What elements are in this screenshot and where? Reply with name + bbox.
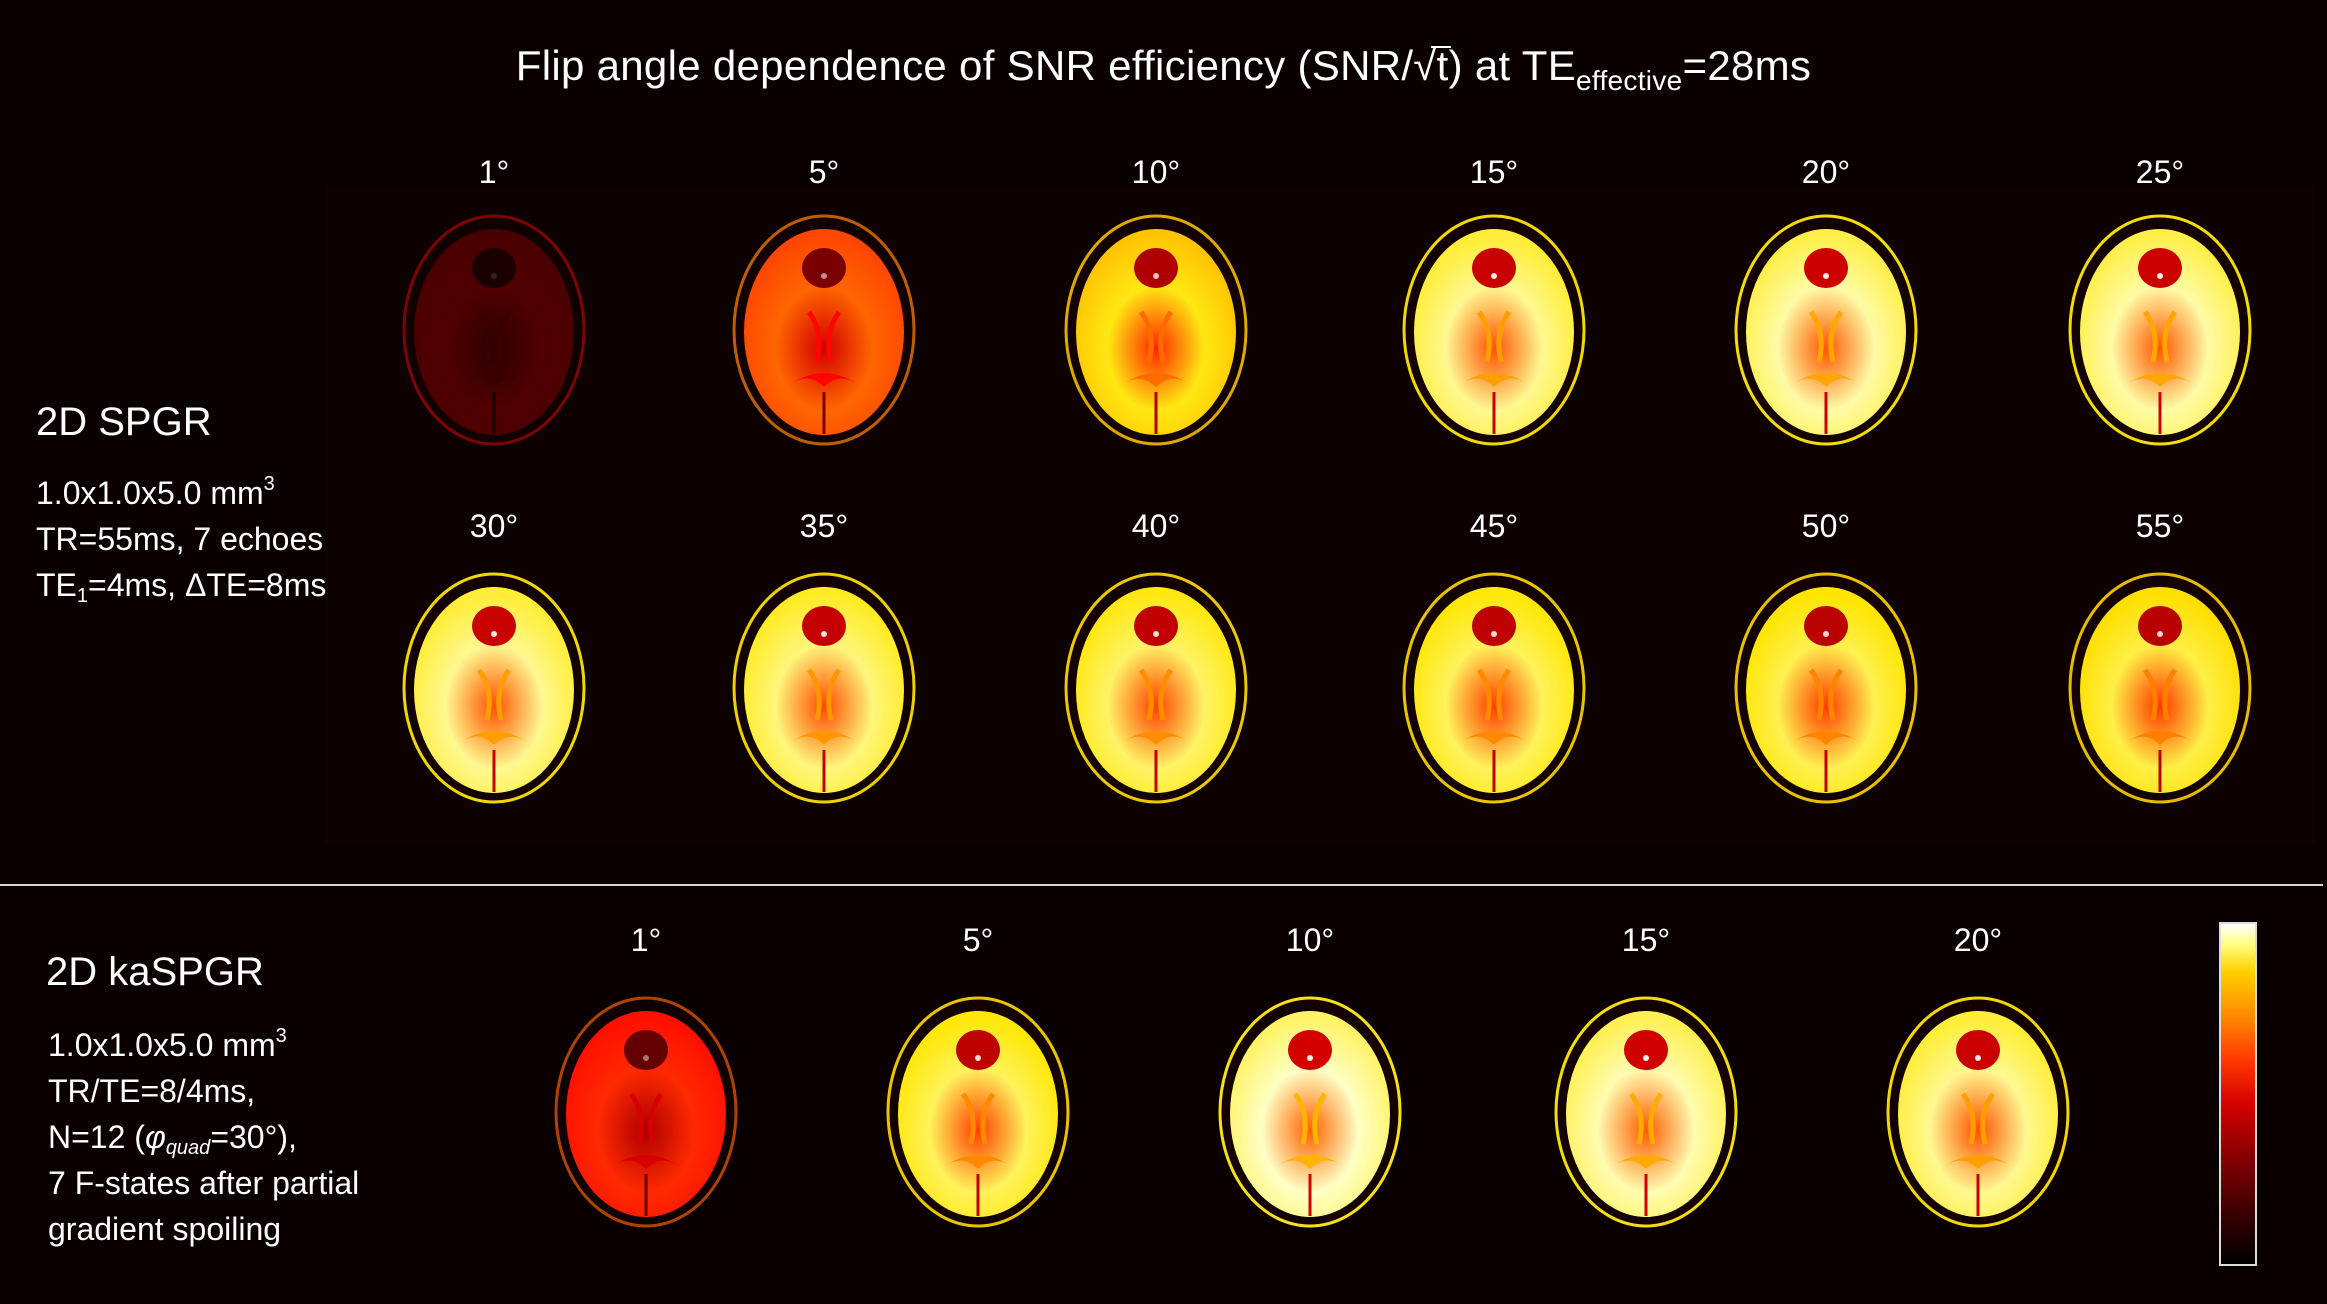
spgr-te-suffix: =4ms, ΔTE=8ms xyxy=(88,567,327,603)
kaspgr-brain-image xyxy=(1215,994,1405,1230)
kaspgr-voxel: 1.0x1.0x5.0 mm3 xyxy=(48,1022,359,1068)
spgr-tr: TR=55ms, 7 echoes xyxy=(36,521,324,557)
spgr-brain-image xyxy=(1399,570,1589,806)
title-text-prefix: Flip angle dependence of SNR efficiency … xyxy=(515,42,1414,89)
figure-title: Flip angle dependence of SNR efficiency … xyxy=(0,42,2327,97)
kaspgr-flip-angle-label: 15° xyxy=(1621,922,1671,958)
spgr-brain-image xyxy=(729,570,919,806)
spgr-flip-angle-label: 15° xyxy=(1469,154,1519,190)
kaspgr-spoiling: gradient spoiling xyxy=(48,1211,282,1247)
kaspgr-brain-image xyxy=(551,994,741,1230)
spgr-te-sub: 1 xyxy=(76,585,89,607)
spgr-te-prefix: TE xyxy=(36,567,77,603)
kaspgr-n-prefix: N=12 ( xyxy=(48,1119,145,1155)
spgr-voxel-text: 1.0x1.0x5.0 mm xyxy=(36,475,264,511)
sqrt-symbol: √ t xyxy=(1413,42,1451,90)
spgr-brain-image xyxy=(1061,570,1251,806)
spgr-flip-angle-label: 50° xyxy=(1801,508,1851,544)
kaspgr-voxel-sup: 3 xyxy=(275,1025,287,1047)
kaspgr-n: N=12 (φquad=30°), xyxy=(48,1114,359,1160)
title-text-suffix: =28ms xyxy=(1682,42,1812,89)
kaspgr-brain-image xyxy=(883,994,1073,1230)
spgr-flip-angle-label: 55° xyxy=(2135,508,2185,544)
kaspgr-n-suffix: =30°), xyxy=(210,1119,297,1155)
spgr-brain-image xyxy=(2065,570,2255,806)
sqrt-argument: t xyxy=(1436,42,1449,89)
spgr-flip-angle-label: 5° xyxy=(808,154,840,190)
spgr-brain-image xyxy=(1731,212,1921,448)
kaspgr-flip-angle-label: 20° xyxy=(1953,922,2003,958)
spgr-brain-image xyxy=(2065,212,2255,448)
spgr-flip-angle-label: 35° xyxy=(799,508,849,544)
kaspgr-voxel-text: 1.0x1.0x5.0 mm xyxy=(48,1027,276,1063)
spgr-brain-image xyxy=(399,212,589,448)
kaspgr-parameters: 1.0x1.0x5.0 mm3 TR/TE=8/4ms, N=12 (φquad… xyxy=(48,1022,359,1252)
spgr-flip-angle-label: 20° xyxy=(1801,154,1851,190)
spgr-image-panel xyxy=(325,185,2315,845)
kaspgr-flip-angle-label: 1° xyxy=(630,922,662,958)
kaspgr-brain-image xyxy=(1551,994,1741,1230)
spgr-flip-angle-label: 25° xyxy=(2135,154,2185,190)
spgr-sequence-name: 2D SPGR xyxy=(36,400,212,444)
spgr-brain-image xyxy=(1399,212,1589,448)
kaspgr-fstates: 7 F-states after partial xyxy=(48,1165,360,1201)
intensity-colorbar xyxy=(2219,922,2257,1266)
kaspgr-brain-image xyxy=(1883,994,2073,1230)
spgr-flip-angle-label: 40° xyxy=(1131,508,1181,544)
kaspgr-flip-angle-label: 5° xyxy=(962,922,994,958)
spgr-voxel-sup: 3 xyxy=(263,473,275,495)
kaspgr-sequence-name: 2D kaSPGR xyxy=(46,950,264,994)
section-divider xyxy=(0,884,2323,886)
spgr-flip-angle-label: 10° xyxy=(1131,154,1181,190)
spgr-voxel: 1.0x1.0x5.0 mm3 xyxy=(36,470,326,516)
sqrt-sign: √ xyxy=(1413,42,1437,89)
spgr-brain-image xyxy=(1731,570,1921,806)
spgr-flip-angle-label: 1° xyxy=(478,154,510,190)
kaspgr-phi-sub: quad xyxy=(165,1137,211,1159)
kaspgr-trte: TR/TE=8/4ms, xyxy=(48,1073,256,1109)
spgr-te: TE1=4ms, ΔTE=8ms xyxy=(36,562,326,608)
spgr-brain-image xyxy=(729,212,919,448)
title-text-mid: ) at TE xyxy=(1448,42,1577,89)
spgr-flip-angle-label: 30° xyxy=(469,508,519,544)
spgr-flip-angle-label: 45° xyxy=(1469,508,1519,544)
spgr-brain-image xyxy=(399,570,589,806)
kaspgr-flip-angle-label: 10° xyxy=(1285,922,1335,958)
spgr-brain-image xyxy=(1061,212,1251,448)
kaspgr-phi: φ xyxy=(144,1119,166,1155)
title-subscript: effective xyxy=(1576,65,1683,96)
spgr-parameters: 1.0x1.0x5.0 mm3 TR=55ms, 7 echoes TE1=4m… xyxy=(36,470,326,608)
